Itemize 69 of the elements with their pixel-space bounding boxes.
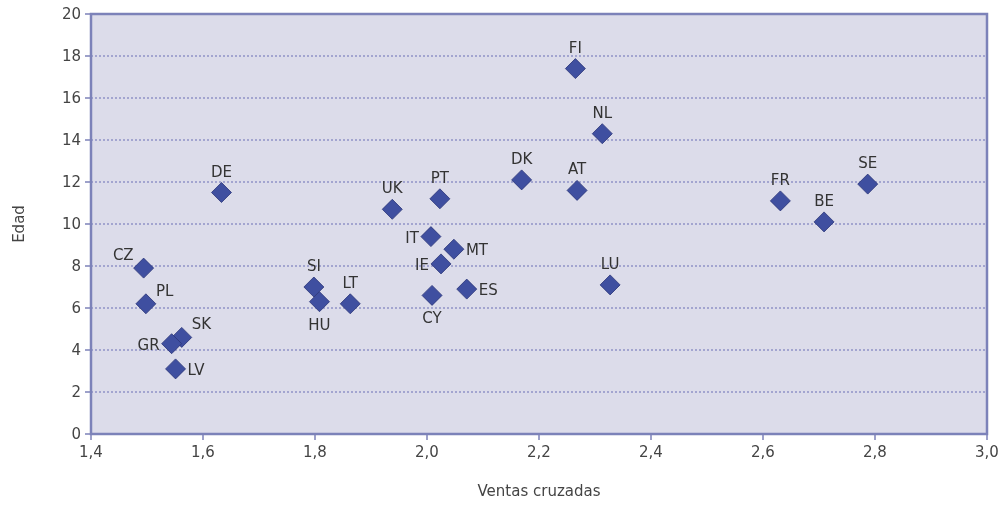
series-label: FI [568, 38, 582, 57]
x-tick-label: 2,2 [527, 443, 551, 461]
point [511, 169, 533, 191]
series-label: ES [478, 281, 498, 300]
series-label: LT [342, 273, 359, 292]
series-label: DE [210, 162, 232, 181]
point [133, 257, 155, 279]
point [421, 285, 443, 306]
point [443, 238, 465, 260]
series-label: CZ [112, 246, 134, 265]
point [769, 190, 791, 212]
series-label: AT [567, 160, 588, 179]
series-label: LU [600, 254, 620, 273]
series-label: NL [592, 103, 613, 122]
point [303, 276, 325, 298]
series-label: UK [381, 179, 404, 198]
point [165, 358, 186, 380]
point [591, 123, 613, 145]
point [565, 58, 586, 79]
y-tick-label: 8 [71, 257, 81, 275]
point [381, 198, 403, 220]
x-tick-label: 1,6 [191, 443, 215, 461]
point [599, 274, 621, 296]
series-label: MT [465, 241, 489, 260]
x-tick-label: 2,0 [415, 443, 439, 461]
y-tick-label: 0 [71, 425, 81, 443]
y-tick-label: 10 [61, 215, 81, 233]
series-label: HU [308, 315, 331, 334]
y-tick-label: 20 [61, 5, 81, 23]
x-tick-label: 2,4 [639, 443, 663, 461]
series-label: IE [415, 255, 429, 274]
x-tick-label: 1,8 [303, 443, 327, 461]
series-label: FR [770, 170, 790, 189]
point [430, 253, 452, 275]
point [309, 291, 330, 313]
y-tick-label: 16 [61, 89, 81, 107]
series-label: BE [814, 191, 834, 210]
x-tick-label: 3,0 [975, 443, 999, 461]
point [857, 173, 879, 195]
y-tick-label: 14 [61, 131, 81, 149]
series-label: CY [422, 309, 443, 328]
x-tick-label: 1,4 [79, 443, 103, 461]
y-tick-label: 2 [71, 383, 81, 401]
x-tick-label: 2,6 [751, 443, 775, 461]
point [456, 278, 478, 300]
series-label: PL [155, 281, 174, 300]
series-label: GR [137, 335, 160, 354]
series-label: LV [187, 360, 206, 379]
point [211, 182, 232, 203]
y-tick-label: 18 [61, 47, 81, 65]
series-label: SI [306, 257, 321, 275]
y-tick-label: 12 [61, 173, 81, 191]
x-axis-title: Ventas cruzadas [477, 482, 601, 500]
series-label: DK [510, 149, 534, 168]
y-tick-label: 6 [71, 299, 81, 317]
series-label: SK [191, 315, 213, 334]
point [813, 211, 835, 233]
point [339, 293, 361, 315]
point [161, 333, 183, 355]
x-tick-label: 2,8 [863, 443, 887, 461]
point [420, 226, 442, 247]
y-tick-label: 4 [71, 341, 81, 359]
point [566, 180, 588, 201]
series-label: IT [405, 228, 420, 247]
point [135, 293, 157, 315]
y-axis-title: Edad [10, 205, 28, 243]
series-label: PT [430, 168, 450, 187]
point [429, 188, 451, 210]
series-label: SE [858, 154, 878, 173]
